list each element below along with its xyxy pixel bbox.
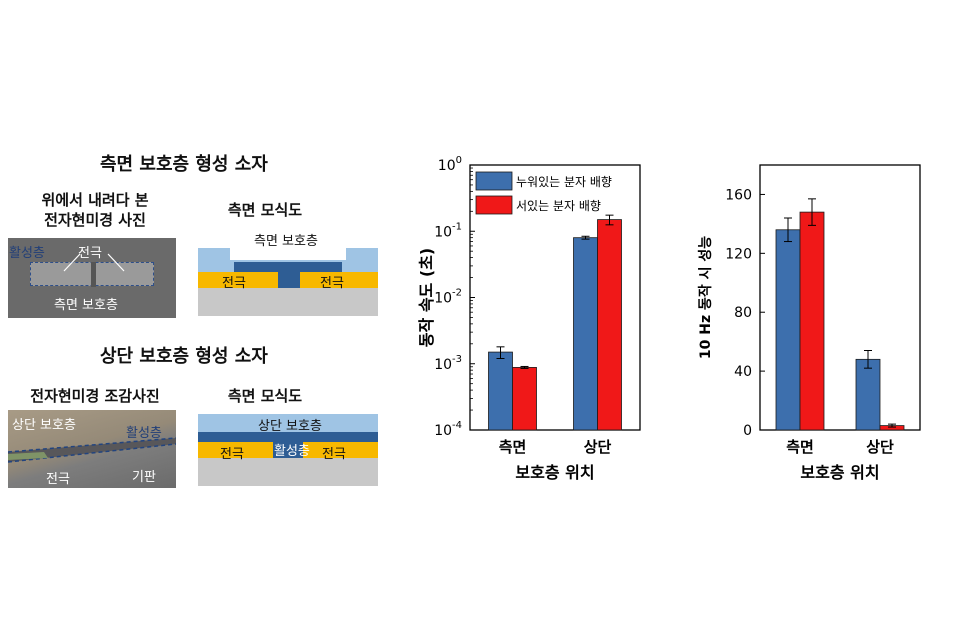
substrate-2 (198, 458, 378, 486)
x-axis-label: 보호층 위치 (800, 463, 879, 482)
substrate (198, 288, 378, 316)
channel-gap (91, 262, 96, 287)
y-axis-label: 동작 속도 (초) (417, 248, 436, 347)
electrode-photo-label: 전극 (46, 472, 70, 487)
y-tick-label: 10-3 (434, 354, 462, 373)
device-figure: 측면 보호층 형성 소자 위에서 내려다 본 전자현미경 사진 활성층 전극 측… (0, 0, 378, 639)
pointer-lines (63, 253, 125, 272)
active-layer-photo-label: 활성층 (126, 426, 162, 441)
side-schematic: 측면 보호층 전극 전극 (198, 226, 378, 318)
schematic-bottom-title: 측면 모식도 (227, 387, 303, 405)
electrode-right (300, 272, 378, 288)
top-schematic: 상단 보호층 전극 활성층 전극 (198, 414, 378, 488)
top-protect-photo-label: 상단 보호층 (12, 418, 76, 433)
active-layer-schematic-label: 활성층 (274, 444, 310, 459)
substrate-photo-label: 기판 (132, 470, 156, 485)
sem-top-photo: 활성층 전극 측면 보호층 (8, 238, 176, 318)
side-protect-schematic-label: 측면 보호층 (254, 234, 318, 249)
electrode-left-label: 전극 (222, 276, 246, 291)
electrode-label: 전극 (78, 246, 102, 261)
electrode-right-label: 전극 (320, 276, 344, 291)
legend-label: 누워있는 분자 배향 (516, 175, 612, 189)
side-protect-device-title: 측면 보호층 형성 소자 (100, 154, 268, 175)
y-tick-label: 100 (438, 155, 462, 174)
legend-swatch (475, 195, 513, 215)
bar (597, 219, 622, 431)
x-tick-label: 측면 (786, 438, 814, 456)
bar (573, 237, 598, 431)
y-axis-label: 10 Hz 동작 시 성능 (697, 236, 714, 359)
bar (775, 229, 801, 431)
y-tick-label: 0 (743, 423, 752, 439)
legend-swatch (475, 171, 513, 191)
sem-oblique-photo: 상단 보호층 활성층 전극 기판 (8, 410, 176, 488)
y-tick-label: 120 (725, 246, 752, 262)
x-tick-label: 상단 (866, 438, 894, 456)
bar (855, 358, 881, 431)
y-tick-label: 80 (734, 305, 752, 321)
electrode-left (198, 272, 278, 288)
x-tick-label: 상단 (584, 438, 612, 456)
plot-frame (759, 164, 921, 431)
y-tick-label: 10-4 (434, 420, 462, 439)
y-tick-label: 10-2 (434, 288, 462, 307)
top-protect-schematic-label: 상단 보호층 (258, 419, 322, 434)
sem-top-caption: 위에서 내려다 본 전자현미경 사진 (41, 191, 149, 229)
y-tick-label: 10-1 (434, 221, 462, 240)
electrode-left-label-2: 전극 (220, 447, 244, 462)
schematic-top-title: 측면 모식도 (227, 201, 303, 219)
electrode-left-2 (198, 442, 273, 458)
x-axis-label: 보호층 위치 (515, 463, 594, 482)
electrode-right-2 (303, 442, 378, 458)
y-tick-label: 40 (734, 364, 752, 380)
active-layer (234, 262, 342, 272)
bar (488, 351, 513, 431)
bar (799, 211, 825, 431)
x-tick-label: 측면 (499, 438, 527, 456)
sem-oblique-caption: 전자현미경 조감사진 (30, 387, 160, 405)
electrode-right-label-2: 전극 (322, 447, 346, 462)
legend-label: 서있는 분자 배향 (516, 199, 601, 213)
side-protect-label: 측면 보호층 (54, 298, 118, 313)
active-layer-label: 활성층 (9, 246, 45, 261)
top-protect-layer (198, 414, 378, 432)
y-tick-label: 160 (725, 187, 752, 203)
top-protect-device-title: 상단 보호층 형성 소자 (100, 346, 268, 367)
bar (512, 367, 537, 431)
